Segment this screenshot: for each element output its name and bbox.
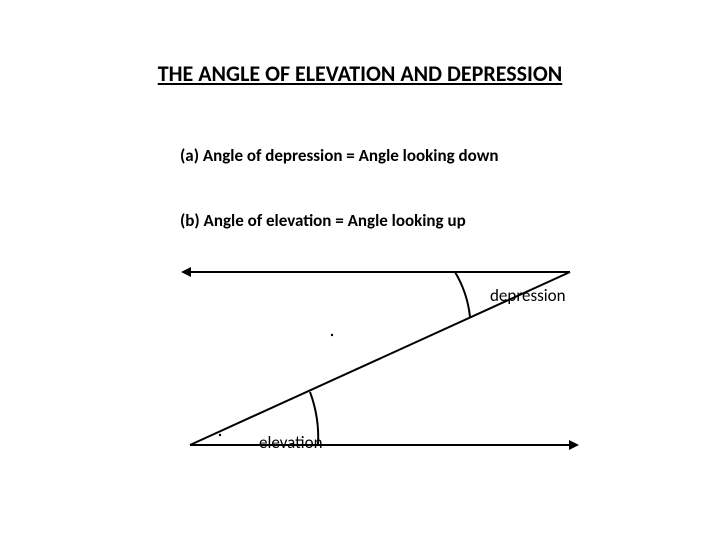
angle-diagram <box>0 0 720 540</box>
small-dot-2 <box>219 434 221 436</box>
depression-label: depression <box>490 285 566 306</box>
elevation-label: elevation <box>259 432 323 453</box>
depression-arc <box>455 272 470 317</box>
small-dot-1 <box>331 334 333 336</box>
